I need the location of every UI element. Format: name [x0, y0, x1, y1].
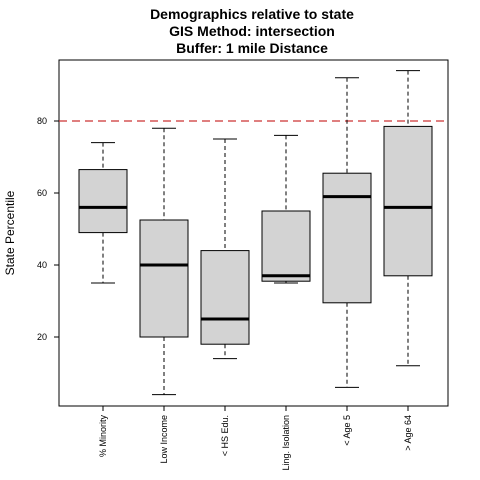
y-tick-label-40: 40	[37, 260, 47, 270]
box-hs-edu	[201, 139, 249, 359]
x-category-label-age-5: < Age 5	[342, 415, 352, 446]
iqr-box-age-64	[384, 126, 432, 275]
box-age-64	[384, 71, 432, 366]
iqr-box-age-5	[323, 173, 371, 303]
x-category-label-hs-edu: < HS Edu.	[220, 415, 230, 456]
box-low-income	[140, 128, 188, 394]
x-category-label-minority: % Minority	[98, 415, 108, 458]
iqr-box-minority	[79, 170, 127, 233]
iqr-box-ling-isolation	[262, 211, 310, 281]
y-tick-label-60: 60	[37, 188, 47, 198]
chart-title-line-2: GIS Method: intersection	[169, 23, 335, 39]
boxes-group	[79, 71, 432, 395]
chart-title-line-1: Demographics relative to state	[150, 6, 354, 22]
x-axis-category-labels: % Minority Low Income < HS Edu. Ling. Isola…	[98, 406, 413, 471]
chart-title-line-3: Buffer: 1 mile Distance	[176, 40, 328, 56]
y-tick-label-20: 20	[37, 332, 47, 342]
box-ling-isolation	[262, 135, 310, 283]
iqr-box-low-income	[140, 220, 188, 337]
iqr-box-hs-edu	[201, 251, 249, 345]
y-tick-label-80: 80	[37, 116, 47, 126]
y-axis-ticks: 20 40 60 80	[37, 116, 59, 342]
chart-title: Demographics relative to state GIS Metho…	[150, 6, 354, 56]
box-age-5	[323, 78, 371, 388]
x-category-label-ling-isolation: Ling. Isolation	[281, 415, 291, 471]
x-category-label-low-income: Low Income	[159, 415, 169, 464]
y-axis-label: State Percentile	[3, 190, 17, 275]
x-category-label-age-64: > Age 64	[403, 415, 413, 451]
box-minority	[79, 143, 127, 283]
